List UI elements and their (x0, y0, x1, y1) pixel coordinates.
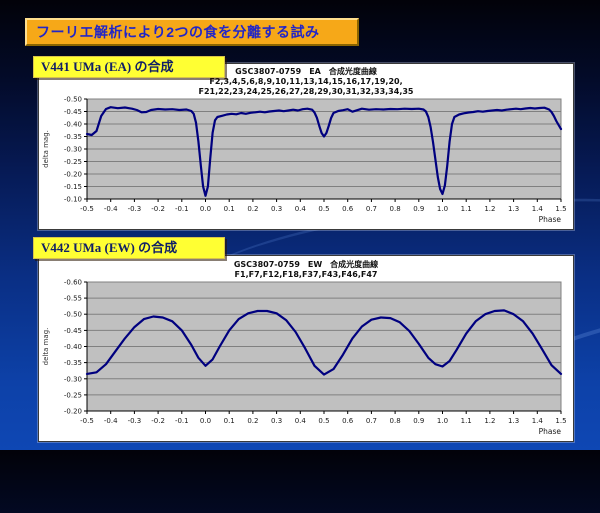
svg-text:1.5: 1.5 (555, 205, 566, 213)
svg-text:-0.35: -0.35 (64, 133, 82, 141)
ew-chart-subtitle-1: F1,F7,F12,F18,F37,F43,F46,F47 (234, 270, 378, 279)
svg-text:0.6: 0.6 (342, 417, 354, 425)
svg-text:0.9: 0.9 (413, 417, 424, 425)
svg-text:-0.4: -0.4 (104, 417, 118, 425)
svg-text:0.5: 0.5 (318, 417, 329, 425)
svg-text:0.2: 0.2 (247, 417, 258, 425)
slide-title: フーリエ解析により2つの食を分離する試み (25, 18, 359, 46)
svg-text:delta mag.: delta mag. (42, 328, 50, 366)
svg-text:0.9: 0.9 (413, 205, 424, 213)
ea-chart-title-block: GSC3807-0759 EA 合成光度曲線 F2,3,4,5,6,8,9,10… (39, 64, 573, 97)
ew-chart-plot: -0.60 -0.55 -0.50 -0.45 -0.40 -0.35 -0.30 -0.25… (39, 279, 571, 441)
svg-text:0.8: 0.8 (390, 417, 401, 425)
svg-text:-0.1: -0.1 (175, 417, 189, 425)
svg-text:-0.50: -0.50 (64, 311, 82, 319)
svg-text:-0.20: -0.20 (64, 171, 82, 179)
svg-text:0.3: 0.3 (271, 205, 282, 213)
svg-text:Phase: Phase (539, 215, 562, 224)
ew-light-curve-chart: GSC3807-0759 EW 合成光度曲線 F1,F7,F12,F18,F37… (38, 255, 574, 442)
svg-text:0.1: 0.1 (224, 417, 235, 425)
svg-text:1.0: 1.0 (437, 205, 448, 213)
svg-text:-0.55: -0.55 (64, 295, 82, 303)
svg-text:-0.30: -0.30 (64, 375, 82, 383)
svg-text:-0.35: -0.35 (64, 359, 82, 367)
svg-text:1.1: 1.1 (461, 417, 472, 425)
svg-text:delta mag.: delta mag. (42, 130, 50, 168)
svg-text:1.5: 1.5 (555, 417, 566, 425)
svg-text:-0.30: -0.30 (64, 146, 82, 154)
ea-chart-plot: -0.50 -0.45 -0.40 -0.35 -0.30 -0.25 -0.20 -0.15… (39, 96, 571, 229)
svg-text:-0.45: -0.45 (64, 108, 82, 116)
svg-text:-0.3: -0.3 (128, 417, 142, 425)
svg-text:-0.15: -0.15 (64, 183, 82, 191)
svg-text:0.6: 0.6 (342, 205, 354, 213)
svg-text:0.2: 0.2 (247, 205, 258, 213)
svg-text:1.0: 1.0 (437, 417, 448, 425)
section-label-v442: V442 UMa (EW) の合成 (33, 237, 225, 259)
svg-text:-0.4: -0.4 (104, 205, 118, 213)
svg-text:-0.25: -0.25 (64, 158, 82, 166)
svg-text:-0.50: -0.50 (64, 96, 82, 104)
svg-text:0.0: 0.0 (200, 205, 211, 213)
svg-text:-0.10: -0.10 (64, 196, 82, 204)
svg-text:-0.40: -0.40 (64, 121, 82, 129)
svg-text:0.1: 0.1 (224, 205, 235, 213)
ea-chart-subtitle-2: F21,22,23,24,25,26,27,28,29,30,31,32,33,… (198, 87, 414, 96)
svg-text:-0.20: -0.20 (64, 408, 82, 416)
svg-text:1.1: 1.1 (461, 205, 472, 213)
svg-text:-0.1: -0.1 (175, 205, 189, 213)
svg-text:0.4: 0.4 (295, 205, 307, 213)
svg-text:0.3: 0.3 (271, 417, 282, 425)
svg-text:1.3: 1.3 (508, 417, 519, 425)
svg-text:0.7: 0.7 (366, 205, 377, 213)
ea-chart-subtitle-1: F2,3,4,5,6,8,9,10,11,13,14,15,16,17,19,2… (209, 77, 403, 86)
svg-text:0.0: 0.0 (200, 417, 211, 425)
svg-text:1.3: 1.3 (508, 205, 519, 213)
svg-text:1.4: 1.4 (532, 417, 544, 425)
svg-text:-0.5: -0.5 (80, 205, 94, 213)
svg-text:-0.5: -0.5 (80, 417, 94, 425)
svg-text:-0.45: -0.45 (64, 327, 82, 335)
ew-chart-title-block: GSC3807-0759 EW 合成光度曲線 F1,F7,F12,F18,F37… (39, 256, 573, 280)
ea-chart-title: GSC3807-0759 EA 合成光度曲線 (235, 67, 377, 76)
ea-light-curve-chart: GSC3807-0759 EA 合成光度曲線 F2,3,4,5,6,8,9,10… (38, 63, 574, 230)
svg-text:0.8: 0.8 (390, 205, 401, 213)
ew-chart-title: GSC3807-0759 EW 合成光度曲線 (233, 260, 379, 269)
svg-text:1.4: 1.4 (532, 205, 544, 213)
svg-text:1.2: 1.2 (484, 205, 495, 213)
svg-text:-0.25: -0.25 (64, 391, 82, 399)
svg-text:-0.40: -0.40 (64, 343, 82, 351)
svg-text:-0.3: -0.3 (128, 205, 142, 213)
svg-text:Phase: Phase (539, 427, 562, 436)
section-label-v441: V441 UMa (EA) の合成 (33, 56, 225, 78)
svg-text:0.7: 0.7 (366, 417, 377, 425)
svg-text:-0.2: -0.2 (151, 417, 165, 425)
svg-text:0.4: 0.4 (295, 417, 307, 425)
svg-text:-0.60: -0.60 (64, 279, 82, 287)
svg-text:-0.2: -0.2 (151, 205, 165, 213)
svg-text:0.5: 0.5 (318, 205, 329, 213)
svg-text:1.2: 1.2 (484, 417, 495, 425)
